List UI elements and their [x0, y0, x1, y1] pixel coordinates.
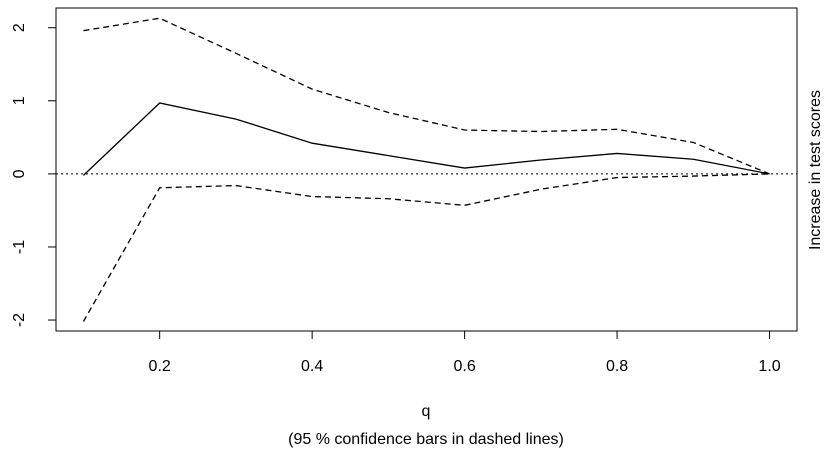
y-tick-label: -1	[11, 240, 28, 254]
x-tick-label: 0.4	[301, 358, 323, 375]
x-tick-label: 0.8	[606, 358, 628, 375]
y-tick-label: 0	[11, 169, 28, 178]
x-tick-label: 0.2	[149, 358, 171, 375]
y-axis-label: Increase in test scores	[807, 90, 824, 250]
y-tick-label: 1	[11, 96, 28, 105]
series-line	[83, 17, 770, 175]
x-axis-label: q	[422, 403, 431, 420]
x-tick-label: 0.6	[453, 358, 475, 375]
series-line	[82, 102, 770, 176]
y-tick-label: 2	[11, 23, 28, 32]
subtitle: (95 % confidence bars in dashed lines)	[288, 431, 564, 448]
plot-frame	[55, 7, 798, 332]
x-tick-label: 1.0	[758, 358, 780, 375]
series-line	[82, 173, 770, 322]
y-tick-label: -2	[11, 313, 28, 327]
